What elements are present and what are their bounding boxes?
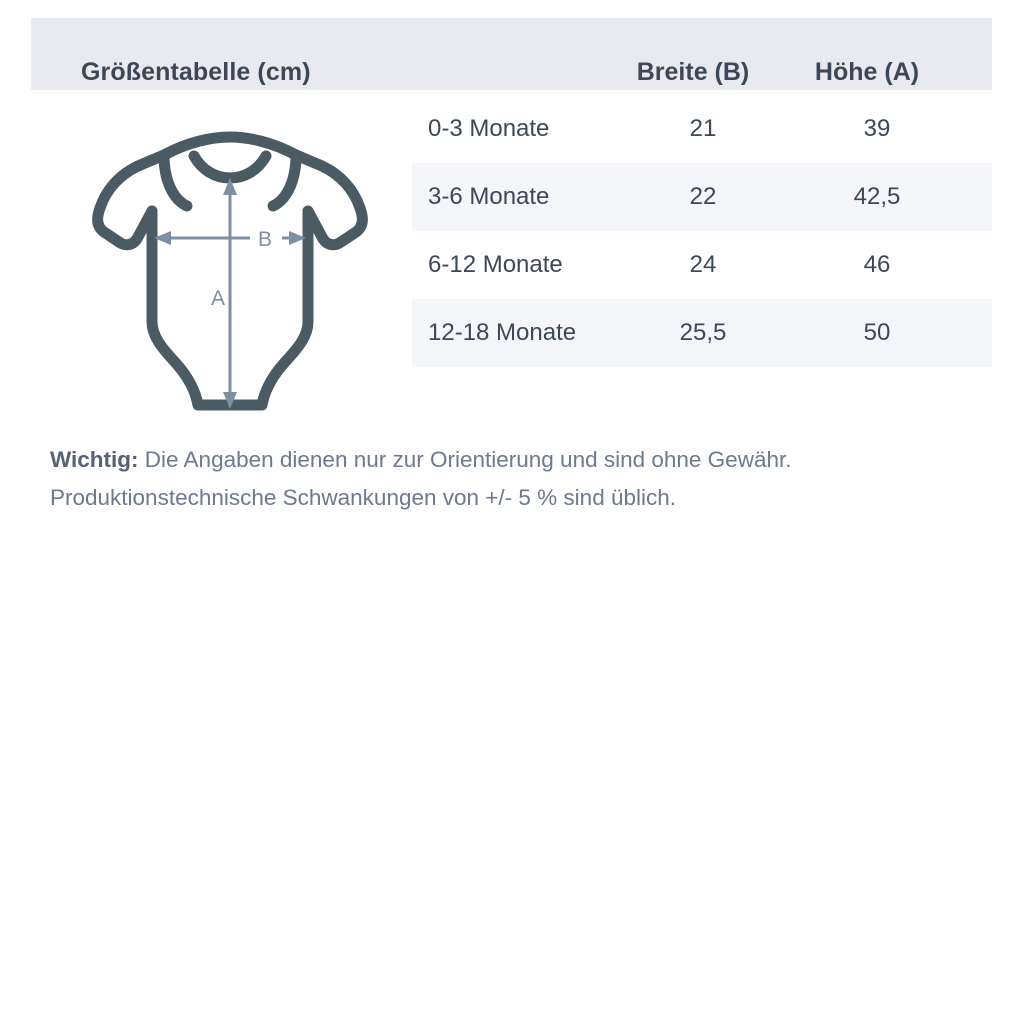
table-row: 12-18 Monate 25,5 50 bbox=[412, 299, 992, 367]
cell-height: 46 bbox=[863, 251, 891, 278]
width-label: B bbox=[258, 228, 272, 251]
cell-size: 0-3 Monate bbox=[428, 115, 550, 142]
dimension-arrowheads bbox=[154, 178, 306, 409]
footnote-line-2: Produktionstechnische Schwankungen von +… bbox=[50, 485, 677, 510]
arrowhead-up bbox=[223, 178, 237, 195]
bodysuit-diagram: B A bbox=[60, 118, 400, 418]
table-row: 0-3 Monate 21 39 bbox=[412, 95, 992, 163]
cell-height: 42,5 bbox=[853, 183, 901, 210]
height-label: A bbox=[211, 287, 225, 310]
page-title: Größentabelle (cm) bbox=[81, 58, 311, 86]
arrowhead-right bbox=[289, 231, 306, 245]
column-header-height: Höhe (A) bbox=[814, 58, 920, 86]
footnote: Wichtig: Die Angaben dienen nur zur Orie… bbox=[50, 441, 990, 517]
cell-height: 39 bbox=[863, 115, 891, 142]
cell-size: 3-6 Monate bbox=[428, 183, 550, 210]
cell-height: 50 bbox=[863, 319, 891, 346]
cell-width: 24 bbox=[689, 251, 717, 278]
cell-width: 21 bbox=[689, 115, 717, 142]
table-row: 6-12 Monate 24 46 bbox=[412, 231, 992, 299]
cell-size: 12-18 Monate bbox=[428, 319, 577, 346]
cell-width: 22 bbox=[689, 183, 717, 210]
arrowhead-left bbox=[154, 231, 171, 245]
cell-width: 25,5 bbox=[679, 319, 727, 346]
garment-outline-icon bbox=[92, 131, 368, 411]
footnote-text-1: Die Angaben dienen nur zur Orientierung … bbox=[138, 447, 792, 472]
arrowhead-down bbox=[223, 392, 237, 409]
size-table-body: 0-3 Monate 21 39 3-6 Monate 22 42,5 6-12… bbox=[412, 95, 992, 367]
table-header-band: Größentabelle (cm) Breite (B) Höhe (A) bbox=[31, 18, 992, 90]
footnote-strong: Wichtig: bbox=[50, 447, 139, 472]
column-header-width: Breite (B) bbox=[636, 58, 750, 86]
footnote-line-1: Wichtig: Die Angaben dienen nur zur Orie… bbox=[50, 441, 990, 479]
cell-size: 6-12 Monate bbox=[428, 251, 563, 278]
table-row: 3-6 Monate 22 42,5 bbox=[412, 163, 992, 231]
